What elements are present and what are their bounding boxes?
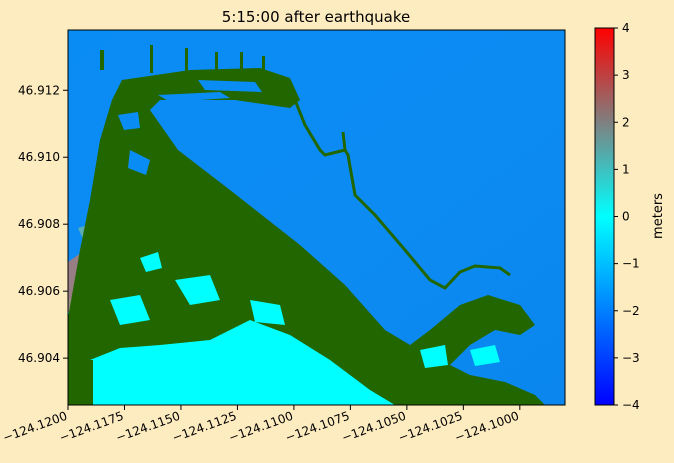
jetty-spur xyxy=(341,131,347,151)
y-tick-label: 46.910 xyxy=(18,150,60,164)
y-tick-label: 46.908 xyxy=(18,217,60,231)
colorbar-tick-label: −2 xyxy=(622,304,640,318)
land-mass xyxy=(68,45,545,405)
colorbar-tick-label: −4 xyxy=(622,398,640,412)
x-tick-label: −124.1125 xyxy=(170,409,238,445)
colorbar-ticks: −4 −3 −2 −1 0 1 2 3 4 xyxy=(614,21,640,412)
y-tick-label: 46.904 xyxy=(18,351,60,365)
plot-frame xyxy=(67,29,566,406)
chart-title: 5:15:00 after earthquake xyxy=(222,8,410,26)
colorbar-tick-label: 1 xyxy=(622,162,630,176)
y-tick-label: 46.912 xyxy=(18,83,60,97)
harbor-channels xyxy=(118,80,262,175)
colorbar-tick-label: 4 xyxy=(622,21,630,35)
colorbar-tick-label: −1 xyxy=(622,257,640,271)
x-tick-label: −124.1050 xyxy=(340,409,408,445)
x-tick-label: −124.1150 xyxy=(114,409,182,445)
y-axis: 46.904 46.906 46.908 46.910 46.912 xyxy=(18,83,68,365)
y-tick-label: 46.906 xyxy=(18,284,60,298)
x-tick-label: −124.1100 xyxy=(227,409,295,445)
x-axis: −124.1200−124.1175−124.1150−124.1125−124… xyxy=(1,405,521,445)
colorbar-tick-label: 2 xyxy=(622,115,630,129)
x-tick-label: −124.1075 xyxy=(283,409,351,445)
colorbar-tick-label: 3 xyxy=(622,68,630,82)
x-tick-label: −124.1175 xyxy=(57,409,125,445)
x-tick-label: −124.1025 xyxy=(396,409,464,445)
x-tick-label: −124.1200 xyxy=(1,409,69,445)
colorbar: −4 −3 −2 −1 0 1 2 3 4 meters xyxy=(594,21,666,412)
jetty-line xyxy=(293,99,511,290)
colorbar-label: meters xyxy=(651,193,666,239)
x-tick-label: −124.1000 xyxy=(453,409,521,445)
colorbar-tick-label: −3 xyxy=(622,351,640,365)
colorbar-tick-label: 0 xyxy=(622,210,630,224)
inundation-pockets xyxy=(110,252,500,368)
plot-area xyxy=(68,30,565,405)
colorbar-gradient xyxy=(594,27,615,406)
